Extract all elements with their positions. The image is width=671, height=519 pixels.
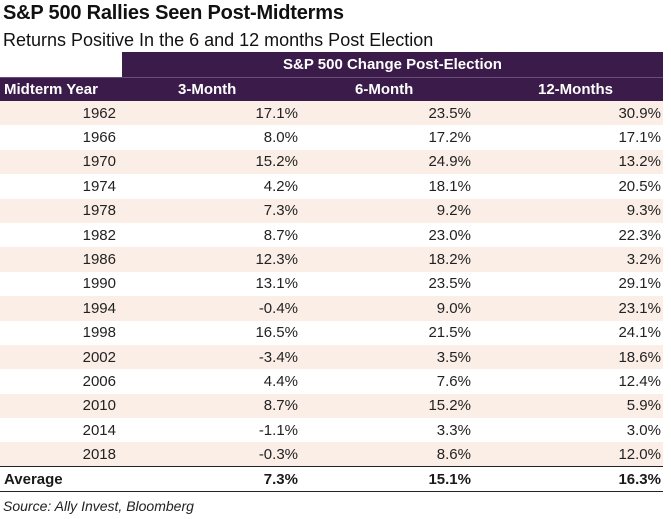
row-6-month: 23.5% [305,101,478,126]
row-3-month: -0.4% [122,296,305,321]
table-row: 1986 12.3% 18.2% 3.2% [0,247,663,272]
row-12-months: 23.1% [478,296,663,321]
row-year: 1970 [0,149,122,175]
row-year: 1986 [0,247,122,272]
row-year: 1990 [0,271,122,297]
row-year: 2014 [0,418,122,443]
row-12-months: 13.2% [478,149,663,175]
column-header-year: Midterm Year [0,76,122,101]
row-12-months: 24.1% [478,320,663,345]
table-row: 2006 4.4% 7.6% 12.4% [0,369,663,394]
table-row: 1978 7.3% 9.2% 9.3% [0,198,663,223]
column-header-12-months: 12-Months [478,76,663,101]
row-6-month: 15.2% [305,393,478,419]
table-row: 1990 13.1% 23.5% 29.1% [0,271,663,297]
column-header-3-month: 3-Month [122,76,305,101]
row-6-month: 23.5% [305,271,478,297]
table-row: 1974 4.2% 18.1% 20.5% [0,174,663,199]
row-6-month: 7.6% [305,369,478,394]
row-12-months: 12.4% [478,369,663,394]
row-6-month: 18.1% [305,174,478,199]
row-12-months: 5.9% [478,393,663,419]
chart-subtitle: Returns Positive In the 6 and 12 months … [3,30,434,50]
row-6-month: 3.3% [305,418,478,443]
row-12-months: 18.6% [478,344,663,370]
group-header-row: S&P 500 Change Post-Election [0,52,663,77]
row-12-months: 9.3% [478,198,663,223]
row-6-month: 21.5% [305,320,478,345]
row-12-months: 30.9% [478,101,663,126]
row-6-month: 18.2% [305,247,478,272]
source-note: Source: Ally Invest, Bloomberg [3,498,194,514]
row-6-month: 17.2% [305,125,478,150]
row-3-month: 8.7% [122,222,305,248]
row-year: 1962 [0,101,122,126]
table-row: 1962 17.1% 23.5% 30.9% [0,101,663,126]
row-12-months: 17.1% [478,125,663,150]
row-6-month: 3.5% [305,344,478,370]
row-6-month: 9.2% [305,198,478,223]
row-3-month: -1.1% [122,418,305,443]
average-label: Average [0,466,122,493]
row-3-month: 12.3% [122,247,305,272]
group-header: S&P 500 Change Post-Election [122,52,663,77]
row-6-month: 24.9% [305,149,478,175]
average-6-month: 15.1% [305,466,478,493]
row-12-months: 12.0% [478,442,663,467]
average-12-months: 16.3% [478,466,663,493]
row-3-month: 8.7% [122,393,305,419]
row-3-month: 15.2% [122,149,305,175]
table-row: 2018 -0.3% 8.6% 12.0% [0,442,663,467]
row-year: 2018 [0,442,122,467]
table-row: 2014 -1.1% 3.3% 3.0% [0,418,663,443]
row-3-month: 13.1% [122,271,305,297]
row-3-month: 4.2% [122,174,305,199]
average-3-month: 7.3% [122,466,305,493]
row-3-month: 16.5% [122,320,305,345]
row-12-months: 22.3% [478,222,663,248]
row-year: 1998 [0,320,122,345]
row-12-months: 20.5% [478,174,663,199]
table-row: 1970 15.2% 24.9% 13.2% [0,149,663,175]
returns-table: S&P 500 Change Post-Election Midterm Yea… [0,52,663,493]
row-3-month: 7.3% [122,198,305,223]
row-3-month: -3.4% [122,344,305,370]
row-year: 2006 [0,369,122,394]
row-year: 2010 [0,393,122,419]
row-3-month: 8.0% [122,125,305,150]
row-year: 1994 [0,296,122,321]
average-row: Average 7.3% 15.1% 16.3% [0,466,663,493]
column-header-6-month: 6-Month [305,76,478,101]
row-12-months: 3.2% [478,247,663,272]
row-6-month: 23.0% [305,222,478,248]
row-year: 1974 [0,174,122,199]
row-6-month: 9.0% [305,296,478,321]
group-header-blank [0,52,122,77]
row-6-month: 8.6% [305,442,478,467]
table-row: 1982 8.7% 23.0% 22.3% [0,222,663,248]
table-row: 1994 -0.4% 9.0% 23.1% [0,296,663,321]
table-body: 1962 17.1% 23.5% 30.9% 1966 8.0% 17.2% 17.1% 197… [0,101,663,467]
row-3-month: 17.1% [122,101,305,126]
row-3-month: -0.3% [122,442,305,467]
row-year: 1978 [0,198,122,223]
table-row: 1966 8.0% 17.2% 17.1% [0,125,663,150]
row-year: 1966 [0,125,122,150]
column-header-row: Midterm Year 3-Month 6-Month 12-Months [0,76,663,101]
row-3-month: 4.4% [122,369,305,394]
table-row: 2002 -3.4% 3.5% 18.6% [0,344,663,370]
table-row: 2010 8.7% 15.2% 5.9% [0,393,663,419]
row-12-months: 3.0% [478,418,663,443]
row-year: 2002 [0,344,122,370]
table-row: 1998 16.5% 21.5% 24.1% [0,320,663,345]
chart-title: S&P 500 Rallies Seen Post-Midterms [3,2,344,24]
row-12-months: 29.1% [478,271,663,297]
row-year: 1982 [0,222,122,248]
